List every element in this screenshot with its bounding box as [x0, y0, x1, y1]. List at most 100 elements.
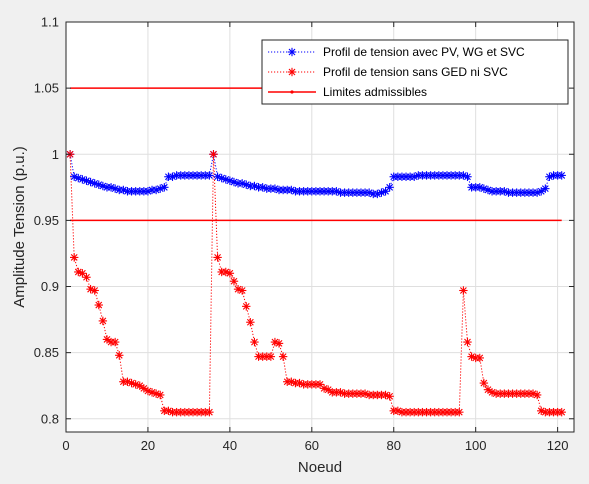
x-axis-label: Noeud	[298, 459, 342, 476]
data-point-series-2	[459, 286, 468, 295]
data-point-series-1	[258, 183, 267, 192]
marker-stroke	[484, 386, 492, 394]
marker-stroke	[103, 336, 111, 343]
marker-stroke	[488, 388, 496, 396]
marker-stroke	[160, 183, 168, 191]
marker-stroke	[111, 338, 119, 346]
marker-stroke	[316, 380, 324, 388]
marker-stroke	[115, 351, 123, 359]
marker-stroke	[464, 338, 471, 346]
x-tick-label: 40	[223, 438, 237, 453]
marker-stroke	[74, 268, 82, 276]
data-point-series-2	[250, 337, 259, 347]
data-point-series-1	[143, 187, 153, 196]
data-point-series-2	[229, 277, 239, 286]
marker-stroke	[251, 338, 258, 346]
marker-stroke	[558, 408, 566, 416]
y-tick-label: 1	[52, 147, 59, 162]
marker-stroke	[230, 277, 238, 285]
marker-stroke	[128, 379, 135, 387]
marker-stroke	[275, 339, 283, 347]
marker-stroke	[386, 183, 394, 191]
marker-stroke	[386, 392, 394, 400]
data-point-series-1	[78, 175, 87, 184]
marker-stroke	[205, 408, 213, 416]
marker-stroke	[271, 338, 279, 346]
x-tick-label: 20	[141, 438, 155, 453]
marker-stroke	[324, 386, 332, 394]
marker-stroke	[144, 187, 152, 195]
legend-entry-label: Limites admissibles	[323, 85, 427, 99]
marker-stroke	[230, 178, 238, 186]
y-tick-label: 0.9	[41, 279, 59, 294]
data-point-series-1	[151, 185, 161, 195]
marker-stroke	[95, 181, 103, 189]
data-point-series-2	[479, 378, 489, 388]
x-tick-label: 60	[305, 438, 319, 453]
marker-stroke	[165, 407, 172, 415]
marker-stroke	[361, 390, 369, 398]
marker-stroke	[152, 390, 160, 398]
data-point-series-1	[69, 172, 79, 181]
marker-stroke	[210, 150, 217, 158]
legend-entry-label: Profil de tension avec PV, WG et SVC	[323, 45, 525, 59]
marker-stroke	[119, 186, 127, 194]
marker-stroke	[455, 408, 463, 416]
marker-stroke	[242, 302, 250, 310]
marker-stroke	[234, 285, 242, 293]
data-point-series-2	[246, 318, 255, 327]
data-point-series-1	[168, 172, 177, 181]
marker-stroke	[337, 388, 344, 396]
marker-stroke	[242, 181, 250, 189]
data-point-series-1	[160, 183, 169, 192]
data-point-series-2	[381, 390, 390, 400]
data-point-series-2	[213, 253, 222, 262]
marker-stroke	[87, 285, 94, 293]
marker-stroke	[222, 268, 230, 276]
data-point-series-2	[164, 406, 173, 416]
marker-stroke	[74, 174, 82, 182]
data-point-series-2	[205, 407, 214, 417]
data-point-series-2	[156, 390, 165, 400]
data-point-series-1	[385, 183, 394, 192]
data-point-series-2	[475, 353, 484, 363]
data-point-series-2	[69, 253, 79, 262]
marker-stroke	[271, 185, 279, 193]
marker-stroke	[529, 390, 537, 398]
data-point-series-1	[74, 173, 83, 183]
marker-stroke	[288, 48, 296, 56]
marker-stroke	[267, 353, 275, 361]
marker-stroke	[484, 186, 492, 194]
marker-stroke	[156, 185, 164, 193]
data-point-series-1	[532, 188, 542, 197]
marker-stroke	[288, 68, 296, 76]
data-point-series-1	[332, 187, 341, 196]
marker-stroke	[500, 187, 508, 195]
data-point-series-1	[119, 185, 128, 195]
marker-stroke	[382, 391, 389, 399]
marker-stroke	[287, 186, 295, 194]
data-point-series-2	[274, 339, 284, 348]
marker-stroke	[410, 173, 418, 181]
data-point-series-2	[278, 352, 288, 361]
marker-stroke	[205, 172, 213, 179]
data-point-series-2	[94, 300, 103, 310]
x-tick-label: 0	[62, 438, 69, 453]
x-tick-label: 80	[387, 438, 401, 453]
data-point-series-2	[455, 407, 464, 417]
marker-stroke	[246, 318, 254, 326]
marker-stroke	[459, 172, 467, 179]
data-point-series-2	[233, 284, 243, 294]
marker-stroke	[222, 175, 230, 183]
data-point-series-1	[221, 175, 230, 184]
marker-stroke	[558, 172, 566, 179]
marker-stroke	[78, 175, 86, 183]
marker-stroke	[533, 391, 541, 399]
marker-stroke	[468, 353, 475, 361]
marker-stroke	[78, 269, 86, 277]
data-point-series-1	[475, 183, 484, 192]
x-tick-label: 120	[547, 438, 569, 453]
marker-stroke	[251, 182, 258, 190]
marker-stroke	[140, 384, 148, 392]
